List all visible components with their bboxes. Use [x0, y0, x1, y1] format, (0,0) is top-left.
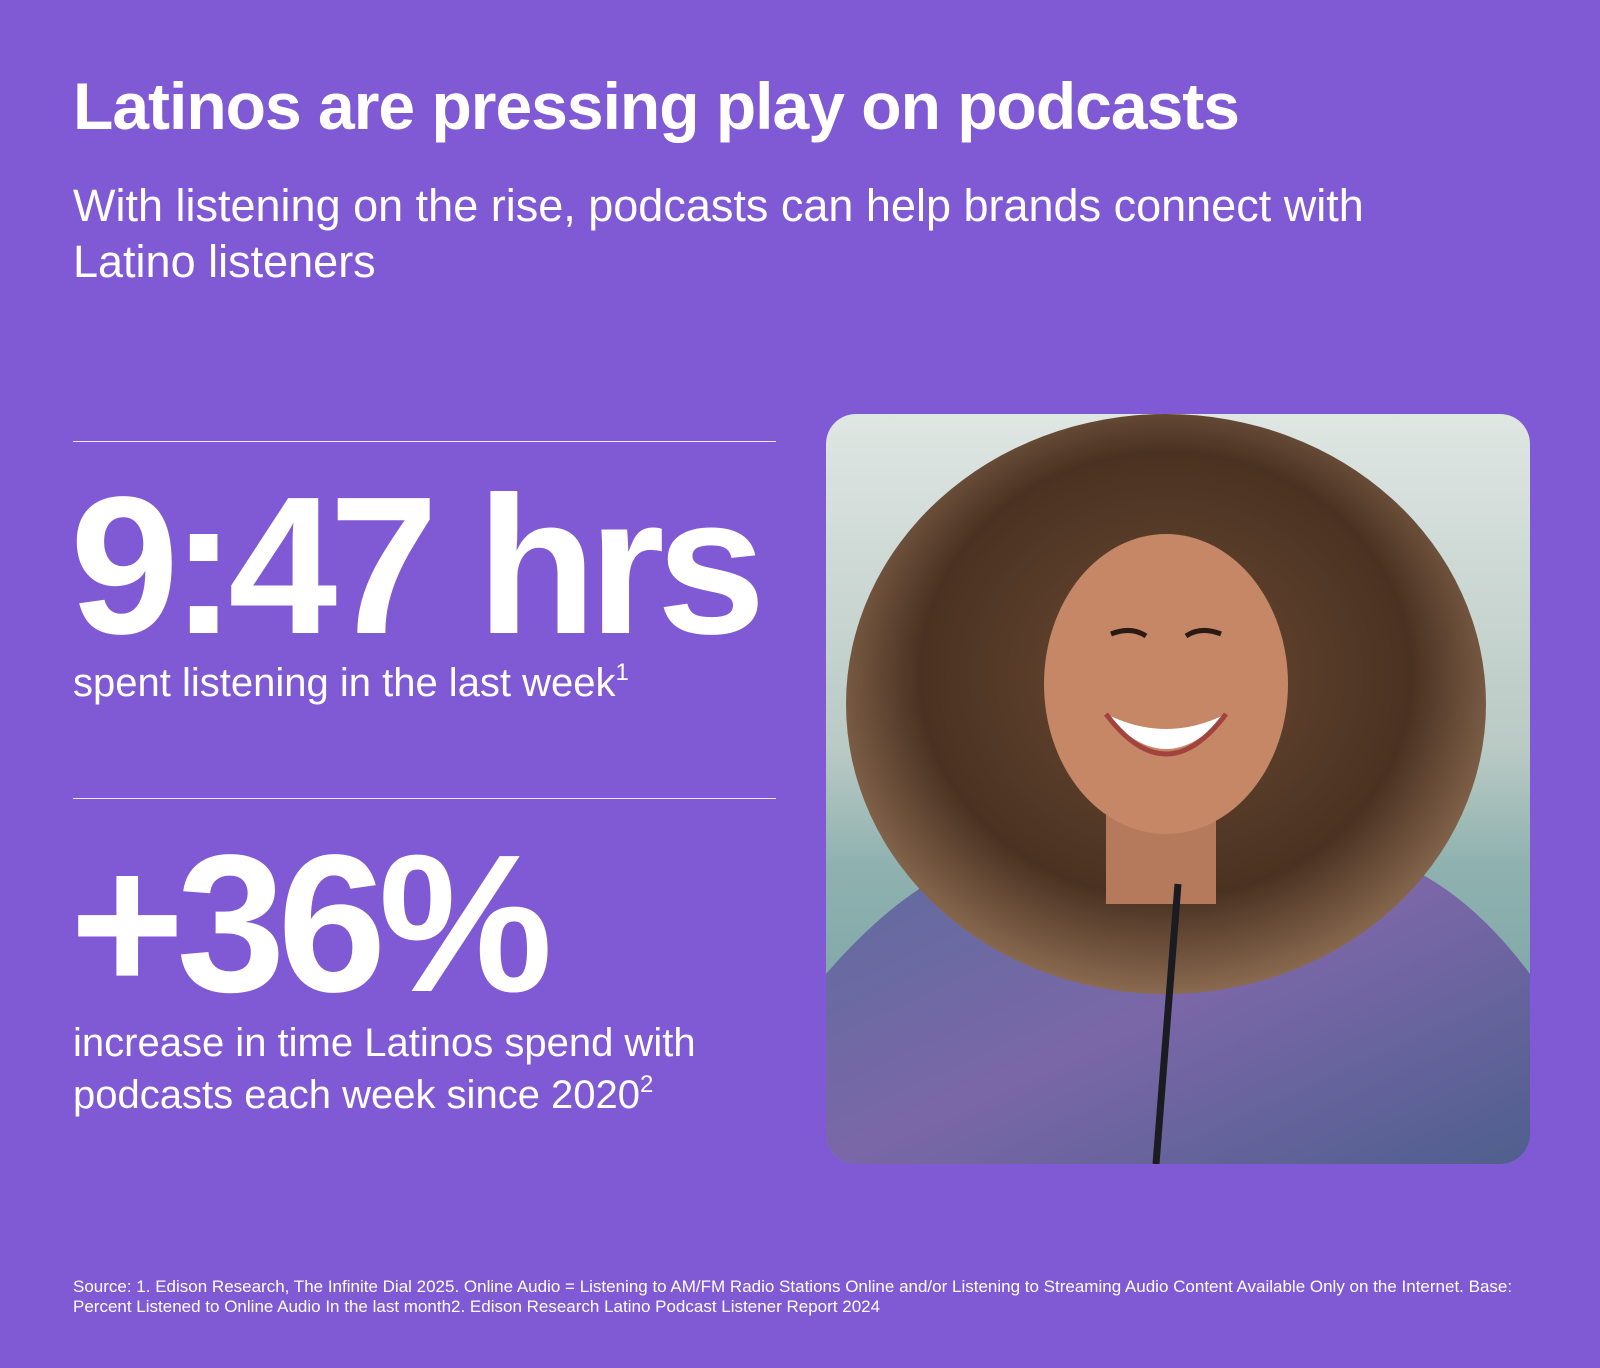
stat-text: spent listening in the last week — [73, 661, 616, 705]
stat-label: increase in time Latinos spend with podc… — [73, 1017, 733, 1121]
subtitle: With listening on the rise, podcasts can… — [73, 180, 1364, 287]
stat-label: spent listening in the last week1 — [73, 657, 733, 709]
divider — [73, 798, 776, 799]
photo — [826, 414, 1530, 1164]
footnote-ref: 2 — [640, 1071, 654, 1098]
source-note: Source: 1. Edison Research, The Infinite… — [73, 1277, 1513, 1316]
stat-value: +36% — [70, 814, 553, 1033]
footnote-ref: 1 — [615, 659, 629, 686]
title: Latinos are pressing play on podcasts — [73, 69, 1240, 143]
stat-text: increase in time Latinos spend with podc… — [73, 1021, 696, 1117]
divider — [73, 441, 776, 442]
stat-value: 9:47 hrs — [70, 456, 766, 675]
